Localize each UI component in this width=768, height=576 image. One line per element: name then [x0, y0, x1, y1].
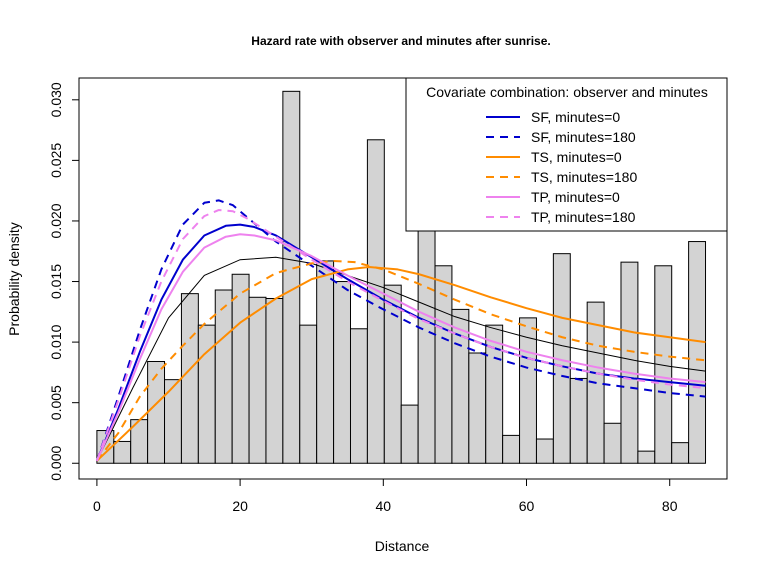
axes: 0 20 40 60 80 0.000 0.005 0.010 0.015 0.020 0.025 0… [48, 77, 728, 514]
histogram-bar [637, 450, 656, 464]
y-axis-label: Probability density [6, 222, 22, 336]
legend-entry-label: TP, minutes=0 [531, 189, 620, 205]
y-tick-label: 0.000 [48, 446, 64, 481]
histogram-bar [383, 284, 402, 464]
series-line-ts-minutes-180 [96, 259, 706, 462]
histogram-bar [671, 442, 690, 464]
histogram-bar [214, 289, 233, 464]
histogram-bar [265, 297, 284, 464]
plot-area [95, 90, 707, 464]
histogram-bar [400, 404, 419, 464]
y-tick-label: 0.005 [48, 385, 64, 420]
histogram-bar [180, 293, 199, 464]
series-line-ts-minutes-0 [96, 265, 706, 462]
histogram-bar [231, 273, 250, 464]
histogram-bar [417, 227, 436, 464]
histogram-bar [299, 324, 318, 464]
x-tick-label: 80 [662, 498, 678, 514]
legend-entry-label: TS, minutes=0 [531, 149, 622, 165]
average-detection-curve [96, 256, 706, 462]
histogram-bar [603, 422, 622, 464]
histogram-bar [502, 434, 521, 464]
y-tick-label: 0.015 [48, 264, 64, 299]
histogram-bar [333, 281, 351, 464]
plot-frame [78, 77, 728, 480]
x-tick-label: 60 [519, 498, 535, 514]
y-tick-label: 0.020 [48, 203, 64, 238]
legend-entry-label: SF, minutes=0 [531, 109, 620, 125]
x-axis-label: Distance [375, 538, 430, 554]
series-line-tp-minutes-0 [95, 233, 706, 462]
y-tick-label: 0.030 [48, 82, 64, 117]
histogram-bar [535, 438, 554, 464]
x-tick-label: 20 [232, 498, 248, 514]
chart-title: Hazard rate with observer and minutes af… [251, 34, 550, 48]
histogram-bar [688, 241, 707, 464]
y-tick-label: 0.025 [48, 143, 64, 178]
legend-entry-label: TS, minutes=180 [531, 169, 637, 185]
histogram-bar [654, 265, 673, 464]
histogram-bar [620, 261, 639, 464]
histogram-bar [282, 90, 301, 464]
histogram-bar [316, 260, 335, 464]
series-line-sf-minutes-180 [95, 199, 706, 462]
legend-entry-label: TP, minutes=180 [531, 209, 636, 225]
series-line-tp-minutes-180 [95, 209, 706, 462]
histogram-bar [349, 328, 368, 464]
legend-title: Covariate combination: observer and minu… [426, 84, 708, 100]
histogram-bar [113, 440, 132, 464]
histogram-bar [569, 377, 588, 464]
legend: Covariate combination: observer and minu… [405, 77, 728, 232]
series-line-sf-minutes-0 [95, 223, 706, 462]
histogram-bar [248, 296, 267, 464]
histogram-bar [468, 352, 487, 464]
y-tick-label: 0.010 [48, 324, 64, 359]
legend-box [405, 77, 728, 232]
histogram-bar [519, 317, 537, 464]
x-tick-label: 40 [376, 498, 392, 514]
legend-entry-label: SF, minutes=180 [531, 129, 636, 145]
x-tick-label: 0 [93, 498, 101, 514]
